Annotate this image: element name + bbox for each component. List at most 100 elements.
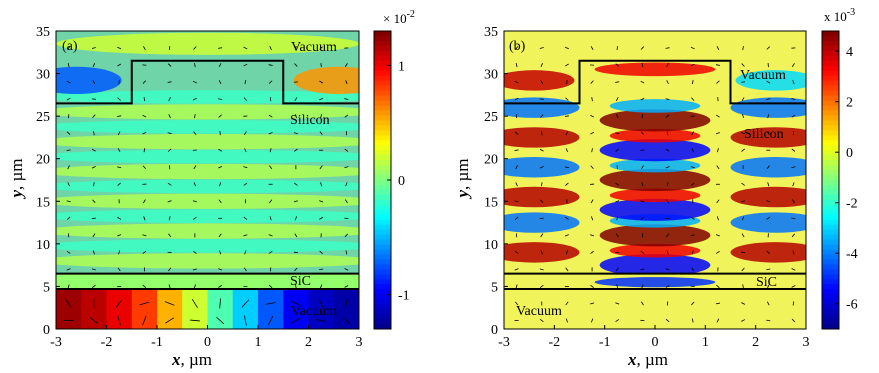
vector-arrow: [615, 132, 620, 134]
vector-arrow: [318, 298, 324, 309]
x-tick-label: 1: [255, 335, 262, 350]
vector-arrow: [93, 182, 95, 187]
colorbar-segment: [822, 284, 839, 290]
colorbar-segment: [822, 269, 839, 275]
colorbar-segment: [822, 35, 839, 42]
colorbar-segment: [374, 309, 391, 315]
colorbar-segment: [822, 45, 839, 52]
vector-arrow: [243, 46, 248, 50]
vector-arrow: [142, 80, 147, 84]
colorbar-tick-label: 2: [846, 96, 853, 111]
y-tick-label: 30: [36, 68, 50, 83]
vector-arrow: [515, 165, 518, 170]
vector-arrow: [91, 148, 96, 152]
vector-arrow: [564, 46, 569, 50]
field-lobe-right: [730, 186, 806, 208]
field-lobe-left: [504, 212, 580, 233]
colorbar-segment: [374, 219, 391, 226]
vector-arrow: [716, 80, 720, 84]
colorbar-tick-label: -6: [846, 298, 858, 313]
vector-arrow: [539, 268, 544, 271]
y-tick-label: 0: [43, 323, 50, 338]
vector-arrow: [316, 319, 327, 322]
panel-b-region-vacuum-top: Vacuum: [740, 68, 786, 83]
vector-arrow: [168, 216, 171, 221]
y-tick-label: 30: [484, 68, 498, 83]
vector-arrow: [590, 250, 594, 254]
vector-arrow: [319, 131, 323, 136]
field-vacuum-bottom-strip: [258, 288, 284, 329]
vector-arrow: [66, 149, 71, 151]
vector-arrow: [741, 182, 745, 186]
panel-b-region-sic: SiC: [756, 275, 777, 290]
colorbar-segment: [374, 239, 391, 246]
panel-a-region-sic: SiC: [290, 274, 311, 289]
colorbar-tick-label: 0: [846, 146, 853, 161]
vector-arrow: [294, 63, 298, 67]
colorbar-segment: [822, 180, 839, 186]
vector-arrow: [191, 299, 198, 308]
vector-arrow: [291, 300, 301, 307]
vector-arrow: [792, 301, 795, 306]
vector-arrow: [269, 199, 273, 204]
x-tick-label: -1: [151, 335, 163, 350]
vector-arrow: [168, 233, 172, 238]
vector-arrow: [791, 233, 796, 238]
vector-arrow: [345, 250, 348, 255]
vector-arrow: [93, 131, 95, 136]
field-lobe-left: [504, 127, 580, 148]
vector-arrow: [294, 114, 297, 119]
vector-arrow: [641, 114, 644, 119]
vector-arrow: [167, 132, 172, 134]
vector-arrow: [67, 46, 71, 50]
vector-arrow: [294, 182, 298, 186]
colorbar-segment: [374, 224, 391, 231]
vector-arrow: [514, 131, 519, 135]
vector-arrow: [716, 216, 719, 221]
vector-arrow: [117, 267, 121, 272]
colorbar-segment: [822, 289, 839, 295]
vector-arrow: [218, 80, 222, 85]
vector-arrow: [319, 250, 323, 255]
vector-arrow: [142, 315, 147, 326]
vector-arrow: [690, 166, 695, 169]
vector-arrow: [716, 284, 720, 289]
vector-arrow: [142, 165, 147, 169]
vector-arrow: [243, 234, 248, 237]
vector-arrow: [515, 301, 519, 306]
vector-arrow: [640, 80, 645, 84]
vector-arrow: [319, 284, 323, 289]
vector-arrow: [766, 319, 771, 322]
colorbar-segment: [822, 299, 839, 305]
vector-arrow: [219, 250, 222, 255]
field-vacuum-bottom-strip: [308, 288, 335, 329]
colorbar-segment: [822, 60, 839, 67]
field-lobe-right: [730, 127, 806, 148]
vector-arrow: [320, 182, 323, 187]
colorbar-segment: [374, 175, 391, 181]
vector-arrow: [741, 132, 746, 135]
colorbar-segment: [374, 55, 391, 62]
vector-arrow: [766, 301, 770, 306]
silicon-outline: [504, 59, 806, 105]
vector-arrow: [741, 148, 745, 152]
panel-b-colorbar-frame: [821, 30, 840, 330]
colorbar-segment: [374, 249, 391, 255]
vector-arrow: [193, 284, 196, 289]
panel-b-xlabel: x, µm: [627, 350, 668, 369]
vector-arrow: [66, 250, 71, 254]
vector-arrow: [691, 250, 694, 255]
vector-arrow: [319, 46, 323, 50]
colorbar-segment: [822, 314, 839, 320]
vector-arrow: [590, 234, 595, 237]
colorbar-segment: [374, 70, 391, 77]
colorbar-segment: [374, 155, 391, 161]
vector-arrow: [565, 301, 569, 306]
vector-arrow: [117, 63, 122, 67]
vector-arrow: [690, 182, 695, 186]
vector-arrow: [216, 316, 225, 325]
vector-arrow: [514, 149, 519, 151]
colorbar-segment: [822, 279, 839, 285]
x-tick-label: -3: [498, 335, 510, 350]
